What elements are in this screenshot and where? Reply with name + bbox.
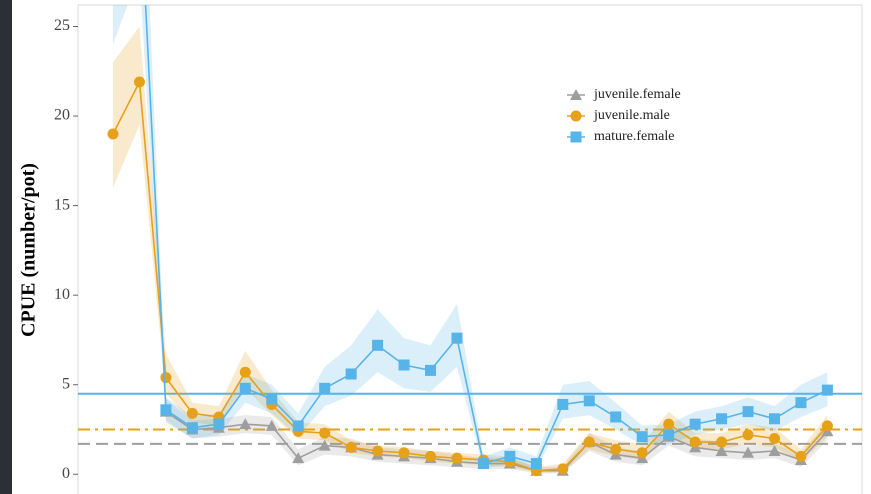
marker-square: [769, 413, 780, 425]
marker-square: [716, 413, 728, 425]
marker-triangle: [742, 446, 755, 458]
marker-triangle: [239, 418, 252, 430]
marker-circle: [795, 450, 807, 462]
marker-square: [795, 397, 807, 409]
marker-square: [160, 404, 172, 416]
marker-circle: [451, 452, 463, 464]
marker-square: [451, 332, 463, 344]
marker-circle: [160, 372, 172, 384]
marker-square: [345, 368, 357, 380]
y-tick-label: 5: [62, 375, 70, 392]
marker-square: [557, 398, 569, 410]
marker-circle: [107, 128, 119, 140]
marker-square: [689, 418, 701, 430]
y-tick-label: 0: [62, 465, 70, 482]
marker-square: [742, 406, 754, 418]
marker-square: [477, 458, 489, 470]
plot-area: [77, 4, 863, 494]
series-line: [144, 5, 828, 465]
marker-triangle: [768, 445, 781, 457]
confidence-band: [165, 399, 828, 474]
marker-square: [821, 384, 833, 396]
marker-circle: [636, 447, 648, 459]
marker-circle: [345, 441, 357, 453]
marker-square: [663, 429, 675, 441]
legend-label: mature.female: [594, 129, 674, 144]
marker-square: [530, 458, 542, 470]
marker-square: [266, 393, 278, 405]
side-strip: [0, 0, 12, 494]
marker-square: [636, 431, 648, 443]
marker-square: [213, 418, 225, 430]
marker-circle: [398, 447, 410, 459]
marker-circle: [610, 443, 622, 455]
marker-circle: [689, 436, 701, 448]
marker-circle: [583, 436, 595, 448]
legend-label: juvenile.male: [593, 108, 670, 123]
marker-circle: [742, 429, 754, 441]
marker-square: [610, 411, 622, 423]
marker-square: [504, 450, 516, 462]
y-axis-label: CPUE (number/pot): [18, 163, 40, 337]
y-tick-label: 15: [54, 196, 70, 213]
y-tick-label: 25: [54, 17, 70, 34]
marker-triangle: [292, 452, 305, 464]
marker-circle: [821, 420, 833, 432]
marker-square: [292, 420, 304, 432]
marker-triangle: [318, 439, 331, 451]
marker-circle: [133, 76, 145, 88]
marker-square: [372, 339, 384, 351]
marker-circle: [319, 427, 331, 439]
marker-triangle: [715, 445, 728, 457]
marker-square: [398, 359, 410, 371]
marker-circle: [663, 418, 675, 430]
legend-label: juvenile.female: [593, 87, 681, 102]
marker-circle: [570, 110, 582, 122]
marker-circle: [372, 445, 384, 457]
marker-square: [239, 382, 251, 394]
marker-triangle: [570, 89, 582, 100]
series-line: [112, 79, 829, 472]
marker-square: [425, 364, 437, 376]
series-line: [165, 410, 829, 472]
y-tick-label: 10: [54, 286, 70, 303]
marker-circle: [557, 463, 569, 475]
marker-circle: [239, 366, 251, 378]
plot-layer: [78, 5, 862, 477]
marker-square: [319, 382, 331, 394]
marker-square: [186, 422, 198, 434]
marker-circle: [769, 432, 780, 444]
marker-circle: [186, 407, 198, 419]
marker-triangle: [265, 419, 278, 431]
marker-circle: [425, 450, 437, 462]
marker-square: [583, 395, 595, 407]
marker-circle: [716, 436, 728, 448]
confidence-band: [113, 26, 828, 473]
marker-square: [570, 131, 582, 143]
y-tick-label: 20: [54, 107, 70, 124]
